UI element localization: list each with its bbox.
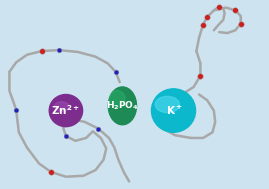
Text: $\mathbf{Zn^{2+}}$: $\mathbf{Zn^{2+}}$ xyxy=(51,104,80,118)
Ellipse shape xyxy=(54,102,69,111)
Text: $\mathbf{H_2PO_4}$: $\mathbf{H_2PO_4}$ xyxy=(106,100,139,112)
Ellipse shape xyxy=(155,96,179,113)
Text: $\mathbf{K^+}$: $\mathbf{K^+}$ xyxy=(166,104,183,117)
Ellipse shape xyxy=(151,89,196,132)
Ellipse shape xyxy=(108,87,137,125)
Ellipse shape xyxy=(109,91,125,108)
Ellipse shape xyxy=(49,94,83,127)
